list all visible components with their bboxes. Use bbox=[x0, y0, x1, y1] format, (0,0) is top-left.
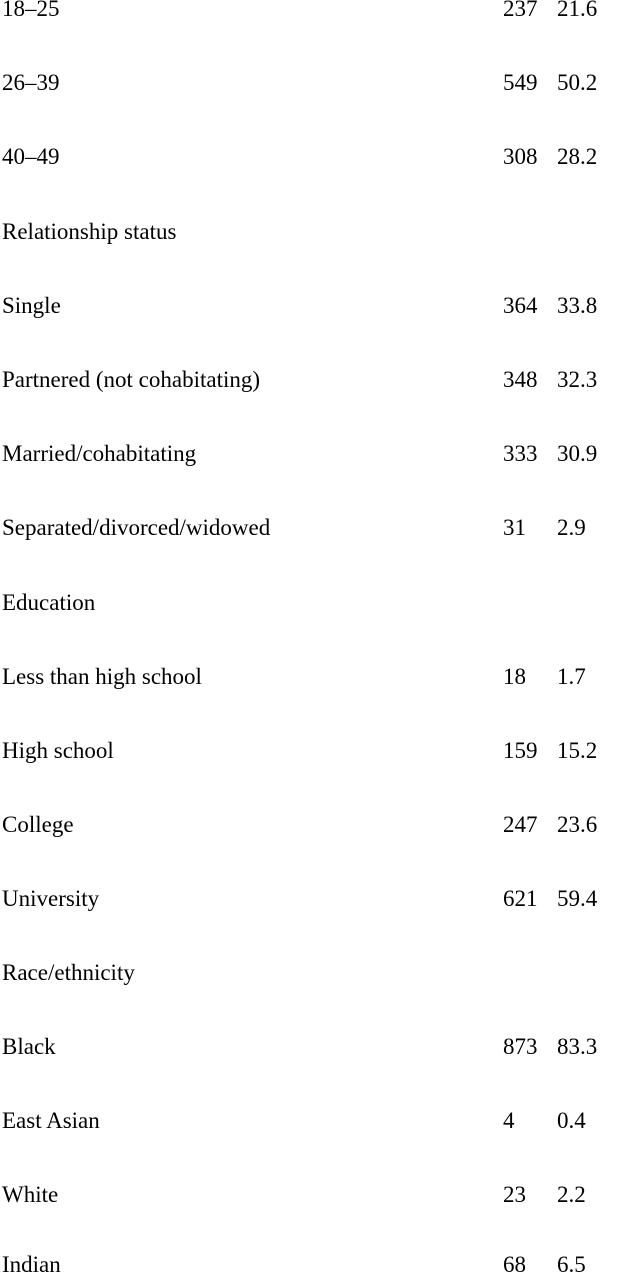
row-count: 31 bbox=[503, 515, 526, 540]
row-percent: 30.9 bbox=[557, 441, 598, 466]
row-count: 873 bbox=[503, 1034, 538, 1059]
row-label: East Asian bbox=[2, 1108, 100, 1133]
section-header: Education bbox=[2, 590, 96, 615]
row-label: College bbox=[2, 812, 74, 837]
row-count: 333 bbox=[503, 441, 538, 466]
row-count: 23 bbox=[503, 1182, 526, 1207]
table-row: Single 364 33.8 bbox=[0, 291, 629, 321]
table-row: 40–49 308 28.2 bbox=[0, 142, 629, 172]
row-label: Indian bbox=[2, 1252, 61, 1277]
row-count: 621 bbox=[503, 886, 538, 911]
table-row: Partnered (not cohabitating) 348 32.3 bbox=[0, 365, 629, 395]
table-row: University 621 59.4 bbox=[0, 884, 629, 914]
table-row: High school 159 15.2 bbox=[0, 736, 629, 766]
row-percent: 6.5 bbox=[557, 1252, 586, 1277]
row-count: 159 bbox=[503, 738, 538, 763]
row-count: 364 bbox=[503, 293, 538, 318]
row-percent: 1.7 bbox=[557, 664, 586, 689]
row-percent: 59.4 bbox=[557, 886, 598, 911]
row-count: 4 bbox=[503, 1108, 515, 1133]
row-percent: 23.6 bbox=[557, 812, 598, 837]
row-percent: 32.3 bbox=[557, 367, 598, 392]
row-label: Black bbox=[2, 1034, 56, 1059]
row-label: Less than high school bbox=[2, 664, 202, 689]
section-header-row: Relationship status bbox=[0, 217, 629, 247]
section-header-row: Race/ethnicity bbox=[0, 958, 629, 988]
row-percent: 50.2 bbox=[557, 70, 598, 95]
row-label: High school bbox=[2, 738, 114, 763]
row-label: Married/cohabitating bbox=[2, 441, 197, 466]
table-row: Black 873 83.3 bbox=[0, 1032, 629, 1062]
row-percent: 0.4 bbox=[557, 1108, 586, 1133]
row-count: 237 bbox=[503, 0, 538, 21]
row-count: 18 bbox=[503, 664, 526, 689]
row-count: 348 bbox=[503, 367, 538, 392]
row-label: 18–25 bbox=[2, 0, 60, 21]
row-count: 549 bbox=[503, 70, 538, 95]
row-label: Separated/divorced/widowed bbox=[2, 515, 271, 540]
row-percent: 83.3 bbox=[557, 1034, 598, 1059]
row-count: 308 bbox=[503, 144, 538, 169]
table-row: 26–39 549 50.2 bbox=[0, 68, 629, 98]
row-percent: 2.2 bbox=[557, 1182, 586, 1207]
section-header: Race/ethnicity bbox=[2, 960, 135, 985]
table-row: Separated/divorced/widowed 31 2.9 bbox=[0, 513, 629, 543]
row-label: Single bbox=[2, 293, 61, 318]
section-header-row: Education bbox=[0, 588, 629, 618]
row-label: White bbox=[2, 1182, 59, 1207]
row-label: 26–39 bbox=[2, 70, 60, 95]
table-row: White 23 2.2 bbox=[0, 1180, 629, 1210]
table-row: Less than high school 18 1.7 bbox=[0, 662, 629, 692]
row-label: Partnered (not cohabitating) bbox=[2, 367, 261, 392]
row-label: University bbox=[2, 886, 100, 911]
row-percent: 15.2 bbox=[557, 738, 598, 763]
table-row: Married/cohabitating 333 30.9 bbox=[0, 439, 629, 469]
row-label: 40–49 bbox=[2, 144, 60, 169]
row-count: 68 bbox=[503, 1252, 526, 1277]
table-row: Indian 68 6.5 bbox=[0, 1250, 629, 1280]
table-row: College 247 23.6 bbox=[0, 810, 629, 840]
section-header: Relationship status bbox=[2, 219, 177, 244]
row-percent: 2.9 bbox=[557, 515, 586, 540]
row-count: 247 bbox=[503, 812, 538, 837]
row-percent: 21.6 bbox=[557, 0, 598, 21]
row-percent: 33.8 bbox=[557, 293, 598, 318]
table-row: 18–25 237 21.6 bbox=[0, 0, 629, 24]
table-row: East Asian 4 0.4 bbox=[0, 1106, 629, 1136]
row-percent: 28.2 bbox=[557, 144, 598, 169]
